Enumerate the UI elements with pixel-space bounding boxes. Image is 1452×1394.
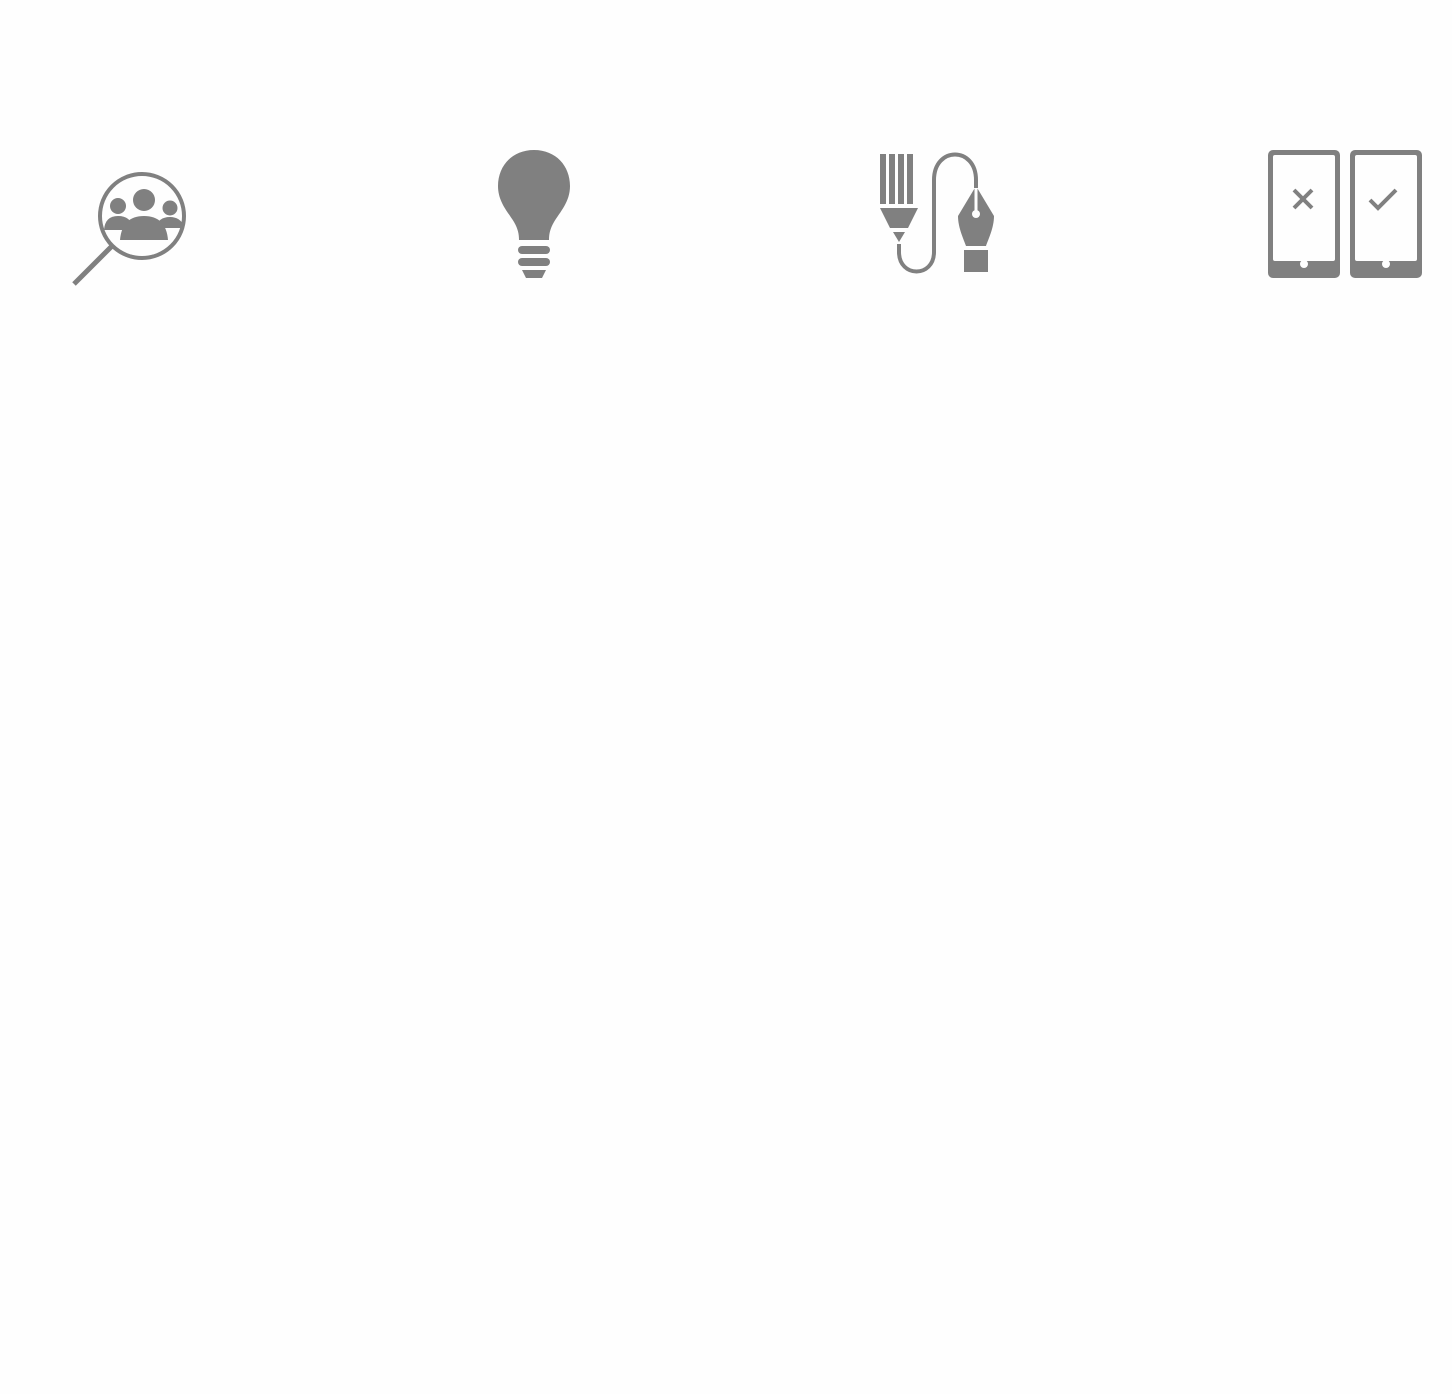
testing-phones-icon: [1266, 148, 1424, 280]
design-tools-icon: [878, 152, 998, 276]
idea-lightbulb-icon: [496, 148, 572, 280]
process-icon-row: [0, 0, 1452, 320]
user-research-icon: [72, 170, 190, 288]
